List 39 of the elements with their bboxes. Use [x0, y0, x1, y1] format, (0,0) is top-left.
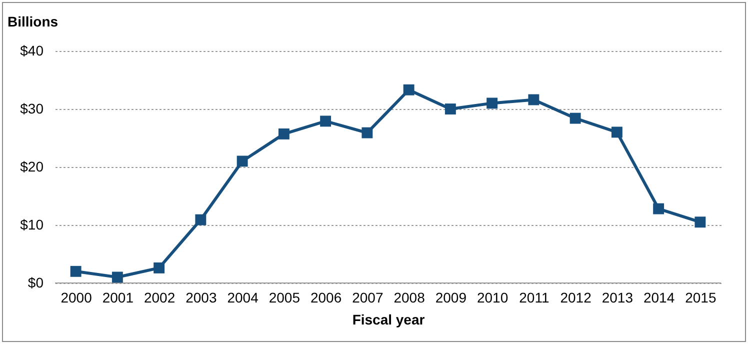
x-tick-label: 2006	[310, 290, 342, 306]
point	[236, 156, 248, 167]
point	[611, 126, 622, 138]
x-tick-label: 2000	[60, 290, 92, 306]
x-tick-label: 2012	[560, 290, 592, 306]
x-tick-label: 2004	[227, 290, 259, 306]
point	[694, 216, 706, 228]
x-tick-label: 2008	[394, 290, 426, 306]
point	[528, 94, 540, 106]
y-tick-label: $20	[20, 158, 44, 174]
y-tick-label: $40	[20, 42, 44, 58]
point	[70, 266, 82, 277]
x-tick-label: 2007	[352, 290, 384, 306]
point	[112, 272, 123, 283]
x-tick-label: 2005	[268, 290, 300, 306]
point	[486, 98, 498, 109]
x-tick-label: 2002	[144, 290, 176, 306]
x-axis-title: Fiscal year	[352, 312, 426, 328]
y-tick-label: $30	[20, 100, 44, 116]
x-tick-label: 2010	[476, 290, 508, 306]
point	[444, 104, 456, 114]
x-tick-label: 2011	[519, 290, 550, 306]
x-tick-label: 2015	[685, 290, 716, 306]
y-tick-label: $0	[28, 274, 44, 290]
point	[362, 127, 373, 138]
x-tick-label: 2001	[102, 290, 134, 306]
point	[570, 112, 581, 124]
y-axis-title: Billions	[8, 14, 58, 30]
point	[320, 116, 332, 127]
point	[195, 214, 206, 226]
y-tick-label: $10	[20, 216, 44, 232]
x-tick-label: 2013	[602, 290, 634, 306]
point	[154, 262, 165, 274]
point	[653, 203, 664, 214]
x-tick-label: 2009	[435, 290, 467, 306]
point	[278, 128, 290, 140]
point	[403, 84, 414, 96]
x-tick-label: 2003	[186, 290, 217, 306]
x-tick-label: 2014	[643, 290, 675, 306]
